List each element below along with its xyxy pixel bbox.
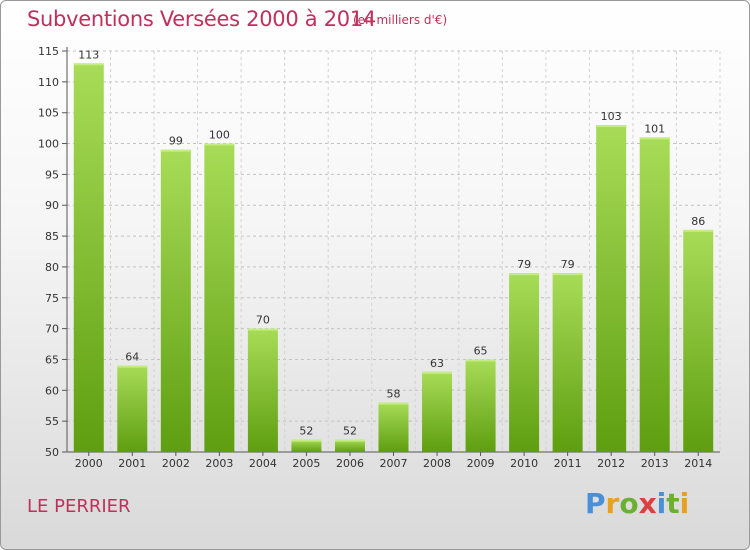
bar — [334, 439, 365, 452]
y-tick-label: 105 — [38, 107, 59, 120]
bar-highlight — [509, 273, 540, 276]
bar-value-label: 86 — [691, 215, 705, 228]
bar — [509, 273, 540, 452]
y-tick-label: 80 — [45, 261, 59, 274]
x-tick-label: 2007 — [380, 457, 408, 470]
bar-value-label: 113 — [78, 48, 99, 61]
y-tick-label: 100 — [38, 138, 59, 151]
bar-value-label: 79 — [561, 258, 575, 271]
y-tick-label: 110 — [38, 76, 59, 89]
y-tick-label: 65 — [45, 353, 59, 366]
x-tick-label: 2006 — [336, 457, 364, 470]
bar-value-label: 100 — [209, 129, 230, 142]
bars — [73, 63, 714, 453]
bar — [683, 229, 714, 452]
bar-highlight — [422, 371, 453, 374]
bar-highlight — [117, 365, 148, 368]
bar — [639, 137, 670, 452]
bar-highlight — [247, 328, 278, 331]
bar-highlight — [552, 273, 583, 276]
x-tick-label: 2014 — [684, 457, 712, 470]
bar — [160, 149, 191, 452]
bar-highlight — [683, 229, 714, 232]
y-tick-label: 75 — [45, 292, 59, 305]
bar-value-label: 65 — [474, 344, 488, 357]
x-tick-label: 2003 — [205, 457, 233, 470]
bar — [247, 328, 278, 452]
bar — [596, 125, 627, 453]
logo-letter: o — [619, 487, 639, 520]
bar-value-label: 70 — [256, 314, 270, 327]
bar — [422, 371, 453, 452]
bar-value-label: 64 — [125, 351, 139, 364]
y-tick-label: 70 — [45, 323, 59, 336]
x-tick-label: 2000 — [75, 457, 103, 470]
bar-value-label: 103 — [601, 110, 622, 123]
x-tick-label: 2012 — [597, 457, 625, 470]
chart-title: Subventions Versées 2000 à 2014 — [27, 7, 376, 31]
y-tick-label: 50 — [45, 446, 59, 459]
x-tick-label: 2004 — [249, 457, 277, 470]
x-tick-label: 2013 — [641, 457, 669, 470]
bar-value-label: 63 — [430, 357, 444, 370]
bar-highlight — [73, 63, 104, 66]
logo-letter: i — [656, 487, 667, 520]
bar-value-label: 52 — [343, 425, 357, 438]
bar — [378, 402, 409, 452]
y-tick-label: 60 — [45, 384, 59, 397]
bar-value-label: 58 — [387, 388, 401, 401]
bar-highlight — [639, 137, 670, 140]
bar-value-label: 79 — [517, 258, 531, 271]
chart-subtitle: (en milliers d'€) — [353, 13, 448, 27]
bar-highlight — [465, 359, 496, 362]
bar-highlight — [334, 439, 365, 442]
x-tick-label: 2002 — [162, 457, 190, 470]
logo-letter: P — [585, 487, 606, 520]
y-tick-label: 90 — [45, 199, 59, 212]
bar-value-label: 101 — [644, 122, 665, 135]
bar — [204, 143, 235, 453]
logo-letter: i — [679, 487, 690, 520]
y-tick-label: 115 — [38, 45, 59, 58]
bar — [465, 359, 496, 452]
bar-highlight — [291, 439, 322, 442]
bar — [73, 63, 104, 452]
bar-highlight — [378, 402, 409, 405]
commune-name: LE PERRIER — [27, 496, 131, 517]
logo-letter: t — [666, 487, 680, 520]
bar-highlight — [204, 143, 235, 146]
x-tick-label: 2010 — [510, 457, 538, 470]
bar-highlight — [596, 125, 627, 128]
y-tick-label: 85 — [45, 230, 59, 243]
bar-value-label: 52 — [299, 425, 313, 438]
proxiti-logo: Proxiti — [585, 487, 689, 520]
x-tick-label: 2011 — [554, 457, 582, 470]
logo-letter: x — [638, 487, 657, 520]
bar — [291, 439, 322, 452]
x-tick-label: 2008 — [423, 457, 451, 470]
bar-value-label: 99 — [169, 135, 183, 148]
labels: 50 55 60 65 70 75 80 85 90 95 100 105 110 115 113 2000 6… — [38, 45, 712, 470]
y-tick-label: 55 — [45, 415, 59, 428]
x-tick-label: 2005 — [292, 457, 320, 470]
bar-highlight — [160, 149, 191, 152]
y-tick-label: 95 — [45, 168, 59, 181]
x-tick-label: 2009 — [467, 457, 495, 470]
logo-letter: r — [605, 487, 620, 520]
bar — [552, 273, 583, 452]
x-tick-label: 2001 — [118, 457, 146, 470]
bar — [117, 365, 148, 452]
